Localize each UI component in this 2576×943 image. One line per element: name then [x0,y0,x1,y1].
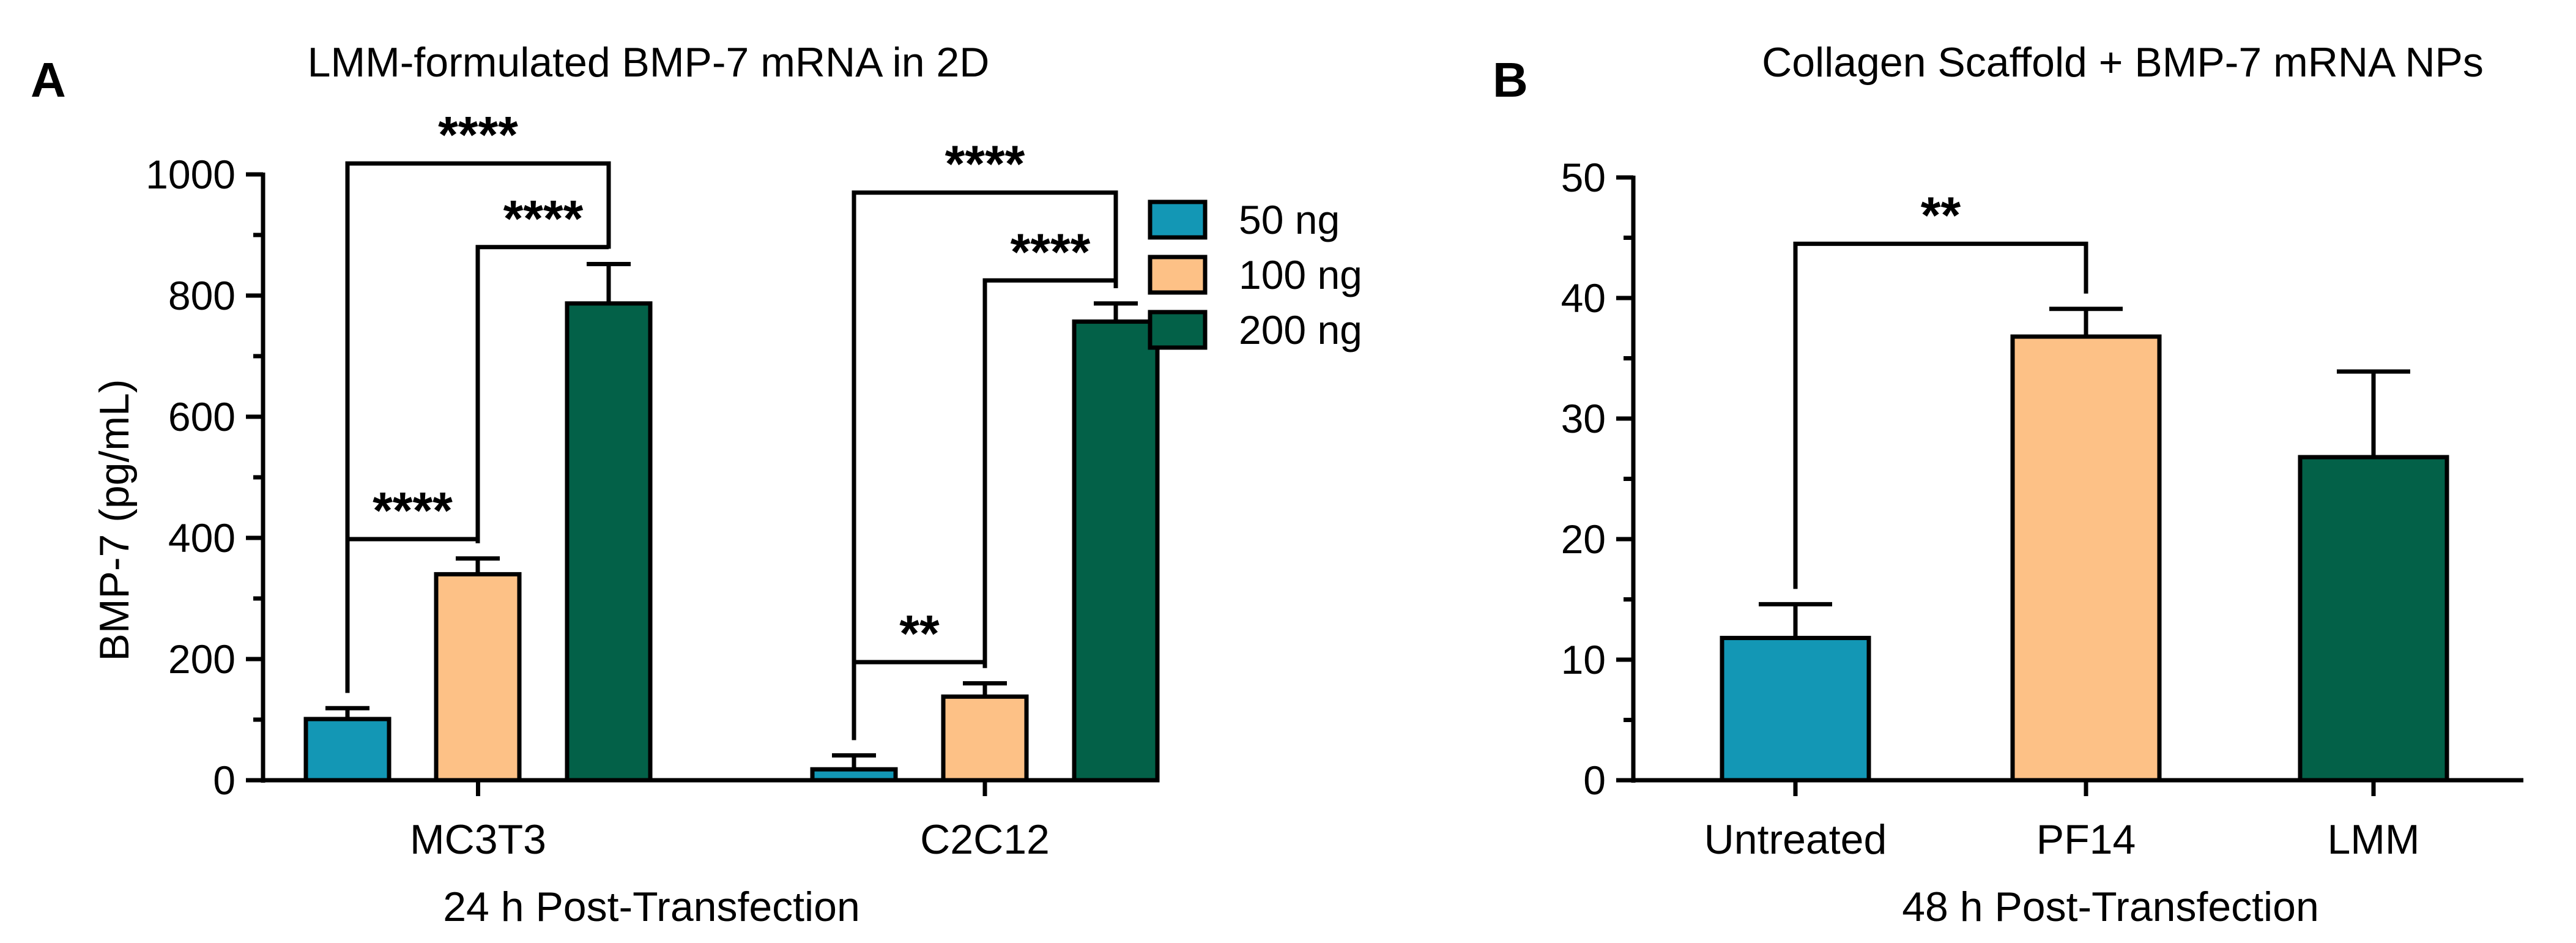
panel-a-bar [810,767,898,783]
panel-b-bar [2010,334,2162,783]
panel-b-category-label: PF14 [2036,816,2136,863]
panel-a-significance-label: ** [899,605,940,662]
panel-a-significance: ********************** [345,106,1118,740]
panel-a-legend: 50 ng 100 ng 200 ng [1148,197,1362,352]
panel-a-legend-swatch [1148,310,1208,350]
panel-a-axes: 0 200 400 600 800 1000 MC3T3 C2C12 [146,152,1156,863]
panel-a-y-tick-label: 800 [168,273,236,318]
panel-a-significance-label: **** [373,482,453,539]
panel-a-significance-label: **** [438,106,518,163]
panel-b-axes: 0 10 20 30 40 50 Untreated PF14 LMM [1561,155,2523,863]
panel-a-significance-bracket [475,245,611,543]
panel-a-significance-bracket [345,161,611,693]
panel-a-x-axis-label: 24 h Post-Transfection [443,884,860,930]
panel-a-significance-label: **** [1011,223,1091,280]
panel-b-bar [1720,636,1871,783]
panel-b-y-tick-label: 20 [1561,516,1606,562]
panel-b-category-label: LMM [2327,816,2419,863]
panel-a-y-tick-label: 1000 [146,152,236,197]
panel-b-x-axis-label: 48 h Post-Transfection [1902,884,2319,930]
panel-b-significance: ** [1793,186,2088,589]
panel-b-y-tick-label: 50 [1561,155,1606,200]
panel-b-bars [1720,307,2449,783]
panel-a-bar [565,301,653,783]
panel-a-y-axis-label: BMP-7 (pg/mL) [91,379,138,662]
panel-a-significance-bracket [852,190,1118,740]
panel-a-y-tick-label: 200 [168,636,236,682]
panel-b-y-tick-label: 0 [1583,758,1606,803]
panel-a-significance-label: **** [503,190,584,247]
panel-a-significance-bracket [852,660,987,740]
panel-a-legend-label: 50 ng [1239,197,1340,242]
panel-b-y-tick-label: 30 [1561,396,1606,441]
panel-a-title: LMM-formulated BMP-7 mRNA in 2D [308,39,990,86]
panel-a: A LMM-formulated BMP-7 mRNA in 2D BMP-7 … [31,39,1362,930]
panel-a-y-tick-label: 400 [168,515,236,561]
panel-a-bar [941,694,1029,783]
panel-a-bar [303,717,392,783]
panel-a-legend-label: 100 ng [1239,252,1362,297]
panel-b-title: Collagen Scaffold + BMP-7 mRNA NPs [1762,39,2484,86]
panel-b-category-label: Untreated [1704,816,1887,863]
panel-a-category-label: MC3T3 [410,816,546,863]
panel-a-significance-bracket [982,278,1118,668]
panel-a-y-tick-label: 600 [168,394,236,439]
panel-a-significance-bracket [345,537,480,693]
panel-b-letter: B [1493,53,1528,107]
panel-b-significance-bracket [1793,241,2088,589]
panel-a-legend-swatch [1148,199,1208,240]
panel-a-legend-swatch [1148,255,1208,295]
panel-b: B Collagen Scaffold + BMP-7 mRNA NPs 48 … [1493,39,2523,930]
panel-b-significance-label: ** [1921,186,1961,244]
panel-b-y-tick-label: 10 [1561,637,1606,682]
panel-a-significance-label: **** [945,135,1025,193]
panel-b-y-tick-label: 40 [1561,275,1606,321]
panel-a-bars [303,262,1160,783]
panel-a-legend-label: 200 ng [1239,307,1362,352]
panel-a-category-label: C2C12 [920,816,1050,863]
panel-a-bar [434,572,522,783]
panel-a-letter: A [31,53,66,107]
panel-b-bar [2298,455,2449,783]
panel-a-y-tick-label: 0 [213,758,236,803]
panel-a-bar [1072,319,1160,783]
